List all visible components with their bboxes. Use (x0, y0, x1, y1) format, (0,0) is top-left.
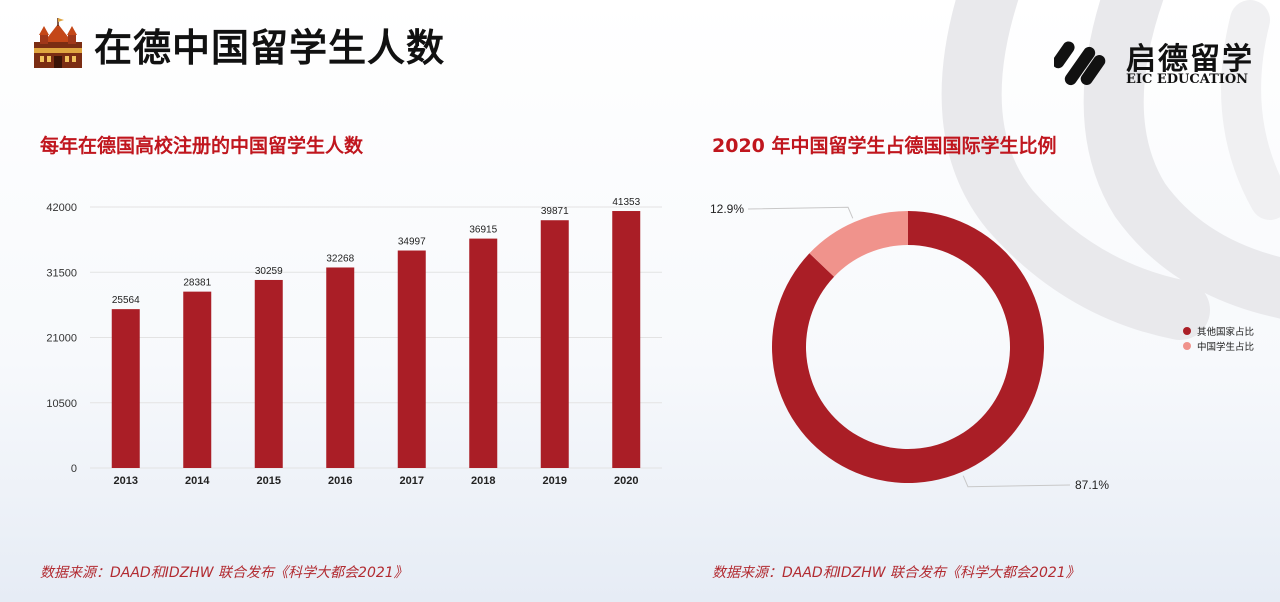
donut-slice (809, 211, 908, 277)
bar (397, 250, 426, 468)
bar-value-label: 41353 (612, 197, 640, 208)
slice-value-label: 87.1% (1075, 478, 1109, 492)
bar-chart-title: 每年在德国高校注册的中国留学生人数 (40, 135, 364, 157)
slice-leader-line (747, 206, 854, 219)
x-tick-label: 2013 (114, 475, 138, 487)
y-tick-label: 21000 (46, 333, 77, 345)
bar-value-label: 25564 (112, 295, 140, 306)
y-tick-label: 31500 (46, 267, 77, 279)
legend-label-other: 其他国家占比 (1197, 326, 1255, 338)
bar (183, 291, 212, 468)
donut-chart: 87.1% 12.9% (710, 202, 1109, 492)
eic-logo-icon (1054, 41, 1106, 86)
x-tick-label: 2014 (185, 475, 210, 487)
bar-value-label: 28381 (183, 278, 211, 289)
bar (111, 309, 140, 468)
page-title: 在德中国留学生人数 (94, 25, 446, 70)
bar (540, 220, 569, 468)
bar-chart: 0 10500 21000 31500 42000 25564 2013 28381 2014 3… (46, 197, 662, 487)
brand-name-en: EIC EDUCATION (1126, 72, 1249, 87)
bar-value-label: 30259 (255, 266, 283, 277)
x-tick-label: 2015 (257, 475, 281, 487)
legend-swatch-other (1183, 326, 1191, 335)
y-tick-label: 42000 (46, 202, 77, 214)
donut-legend: 其他国家占比 中国学生占比 (1183, 323, 1254, 353)
bar (254, 279, 283, 468)
legend-item-other: 其他国家占比 (1183, 323, 1254, 338)
x-tick-label: 2018 (471, 475, 495, 487)
slice-leader-line (962, 475, 1071, 488)
page-header: 在德中国留学生人数 (30, 14, 445, 74)
bar (326, 267, 355, 468)
brand-logo: 启德留学 EIC EDUCATION (1054, 30, 1264, 94)
bar (469, 238, 498, 468)
y-tick-label: 0 (71, 463, 77, 475)
x-tick-label: 2020 (614, 475, 638, 487)
brand-name-cn: 启德留学 (1126, 42, 1254, 77)
bar-value-label: 34997 (398, 237, 426, 248)
bar (612, 211, 641, 469)
legend-label-china: 中国学生占比 (1197, 341, 1255, 353)
castle-icon (34, 18, 82, 68)
y-tick-label: 10500 (46, 398, 77, 410)
x-tick-label: 2016 (328, 475, 352, 487)
slice-value-label: 12.9% (710, 202, 744, 216)
footnote-source-left: 数据来源：DAAD和IDZHW 联合发布《科学大都会2021》 (40, 565, 408, 581)
legend-swatch-china (1183, 341, 1191, 350)
bar-value-label: 32268 (326, 253, 354, 264)
x-tick-label: 2017 (400, 475, 424, 487)
donut-chart-title: 2020 年中国留学生占德国国际学生比例 (712, 135, 1057, 157)
x-tick-label: 2019 (543, 475, 567, 487)
footnote-source-right: 数据来源：DAAD和IDZHW 联合发布《科学大都会2021》 (712, 565, 1080, 581)
legend-item-china: 中国学生占比 (1183, 338, 1254, 353)
bar-value-label: 36915 (469, 225, 497, 236)
bar-value-label: 39871 (541, 206, 569, 217)
